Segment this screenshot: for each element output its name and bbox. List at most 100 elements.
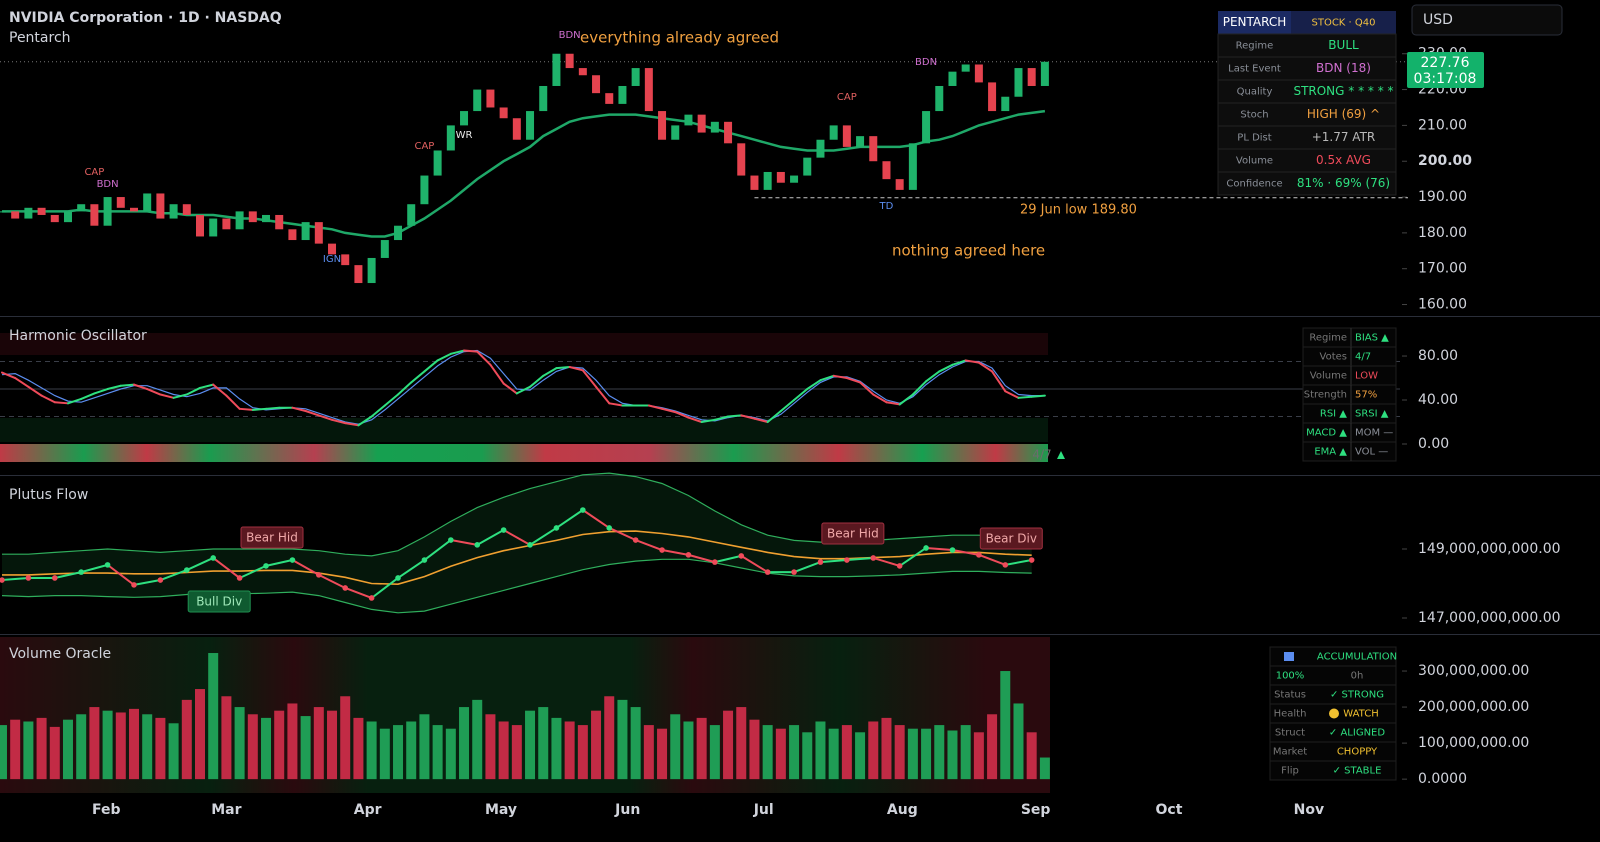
- flow-dot: [131, 582, 137, 588]
- line-segment: [449, 539, 479, 546]
- y-tick-label: 210.00: [1418, 117, 1467, 133]
- table-label: Regime: [1236, 41, 1274, 52]
- candle: [618, 85, 627, 104]
- currency-label[interactable]: USD: [1423, 12, 1453, 28]
- line-segment: [225, 394, 241, 410]
- price-tag-value: 227.76: [1421, 55, 1470, 71]
- candle: [816, 139, 825, 158]
- flow-dot: [289, 557, 296, 563]
- volume-bar: [274, 710, 285, 780]
- table-value: 0h: [1351, 671, 1364, 682]
- volume-bar: [419, 714, 430, 780]
- flow-dot: [1002, 562, 1009, 568]
- line-segment: [845, 377, 862, 384]
- line-segment: [938, 363, 954, 373]
- candle: [460, 111, 469, 126]
- line-segment: [581, 509, 611, 529]
- flow-dot: [104, 562, 111, 568]
- flow-dot: [764, 569, 771, 575]
- table-value: SRSI ▲: [1355, 409, 1389, 420]
- x-tick-label: Apr: [354, 802, 382, 818]
- table-value: ✓ STABLE: [1333, 766, 1382, 777]
- line-segment: [515, 385, 532, 395]
- table-value: BDN (18): [1316, 61, 1371, 75]
- candle: [776, 171, 785, 183]
- candle: [961, 64, 970, 72]
- flow-dot: [157, 577, 164, 583]
- table-label: Flip: [1281, 766, 1299, 777]
- flow-dot: [712, 559, 718, 565]
- line-segment: [344, 586, 373, 599]
- line-segment: [383, 393, 400, 407]
- y-tick-label: 200,000,000.00: [1418, 699, 1529, 715]
- line-segment: [199, 383, 215, 389]
- volume-bar: [657, 728, 668, 780]
- indicator-name: Pentarch: [9, 30, 71, 46]
- candle: [988, 82, 997, 112]
- line-segment: [793, 561, 822, 574]
- table-label: Health: [1274, 709, 1307, 720]
- candle: [182, 204, 191, 215]
- candle: [486, 89, 495, 108]
- table-label: Volume: [1310, 371, 1347, 382]
- volume-bar: [815, 721, 826, 780]
- volume-bar: [221, 696, 232, 780]
- candle: [842, 125, 851, 147]
- flow-dot: [236, 575, 243, 581]
- table-value: BULL: [1328, 38, 1359, 52]
- candle: [592, 75, 601, 94]
- volume-bar: [1039, 757, 1050, 780]
- volume-bar: [340, 696, 351, 780]
- volume-bar: [921, 728, 932, 780]
- y-tick-label: 300,000,000.00: [1418, 663, 1529, 679]
- table-value: 81% · 69% (76): [1297, 176, 1390, 190]
- line-segment: [502, 382, 518, 395]
- signal-label: IGN: [323, 254, 341, 265]
- flow-dot: [368, 595, 375, 601]
- volume-bar: [564, 721, 575, 780]
- candle: [90, 204, 99, 226]
- volume-bar: [960, 725, 971, 780]
- line-segment: [185, 556, 215, 572]
- volume-bar: [775, 728, 786, 780]
- price-tag-countdown: 03:17:08: [1414, 71, 1477, 87]
- flow-dot: [659, 547, 665, 553]
- table-value: STRONG * * * * *: [1293, 84, 1393, 98]
- line-segment: [93, 388, 109, 395]
- line-segment: [53, 571, 83, 579]
- line-segment: [634, 539, 664, 552]
- flow-dot: [976, 552, 982, 558]
- candle: [63, 211, 72, 223]
- currency-select[interactable]: [1411, 4, 1563, 36]
- line-segment: [159, 569, 188, 582]
- table-header: [1291, 11, 1396, 34]
- candle: [0, 211, 6, 213]
- volume-bar: [630, 707, 641, 780]
- line-segment: [40, 394, 56, 404]
- line-segment: [27, 385, 43, 397]
- y-tick-label: 149,000,000,000.00: [1418, 541, 1561, 557]
- line-segment: [119, 383, 135, 387]
- flow-dot: [791, 569, 797, 575]
- line-segment: [0, 371, 17, 380]
- candle: [724, 121, 733, 144]
- panel-title: Volume Oracle: [9, 646, 111, 662]
- line-segment: [489, 363, 505, 385]
- table-label: MACD ▲: [1306, 428, 1347, 439]
- candle: [37, 207, 46, 215]
- candle: [50, 214, 59, 223]
- status-dot: [1329, 708, 1339, 719]
- line-segment: [291, 406, 307, 413]
- table-value: WATCH: [1343, 709, 1378, 720]
- candle: [605, 93, 614, 104]
- line-segment: [529, 526, 558, 546]
- line-segment: [66, 397, 83, 405]
- y-tick-label: 200.00: [1418, 153, 1472, 169]
- line-segment: [317, 414, 334, 421]
- y-tick-label: 80.00: [1418, 348, 1458, 364]
- line-segment: [713, 554, 743, 564]
- flow-dot: [316, 572, 322, 578]
- vote-strip: [0, 444, 1048, 462]
- line-segment: [463, 349, 479, 353]
- line-segment: [344, 422, 360, 427]
